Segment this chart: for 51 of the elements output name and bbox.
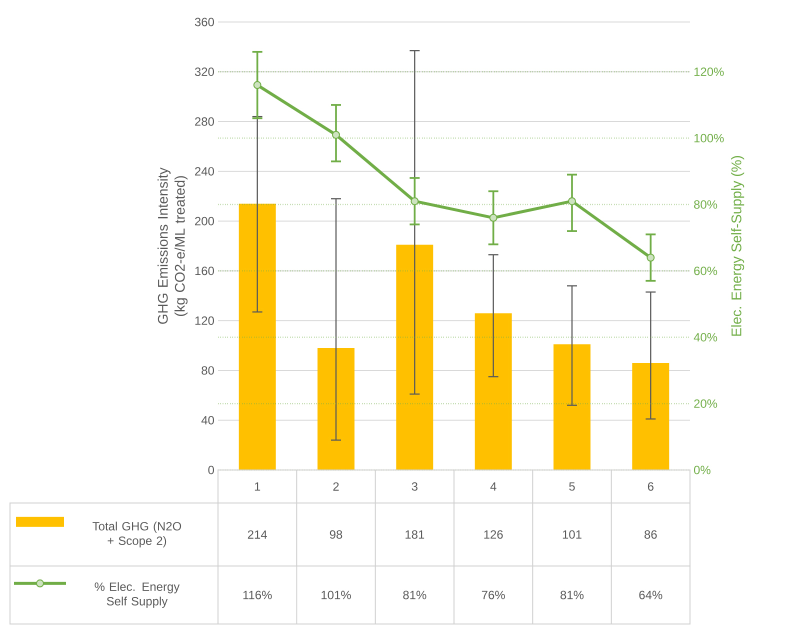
y-tick-label: 360 bbox=[194, 18, 214, 26]
y-tick-label: 40 bbox=[201, 416, 214, 425]
y2-axis-title: Elec. Energy Self-Supply (%) bbox=[731, 156, 744, 336]
point bbox=[253, 81, 262, 90]
y2-tick-label: 80% bbox=[694, 200, 718, 210]
data-label: 81% bbox=[560, 591, 584, 600]
x-tick-label: 5 bbox=[569, 482, 575, 491]
point bbox=[646, 254, 655, 262]
y-tick-label: 160 bbox=[195, 266, 214, 276]
bar bbox=[554, 344, 590, 470]
y-tick-label: 200 bbox=[195, 217, 214, 226]
data-label: 81% bbox=[403, 591, 426, 600]
x-tick-label: 1 bbox=[254, 482, 260, 491]
bar bbox=[238, 204, 276, 470]
y-tick-label: 80 bbox=[202, 366, 214, 375]
data-label: 101 bbox=[562, 530, 582, 539]
data-label: 76% bbox=[482, 591, 505, 600]
bar bbox=[318, 348, 354, 470]
point bbox=[489, 214, 498, 222]
data-label: 64% bbox=[639, 591, 662, 600]
data-label: 98 bbox=[330, 530, 342, 539]
x-tick-label: 3 bbox=[412, 482, 418, 491]
x-tick-label: 6 bbox=[648, 482, 654, 491]
y2-tick-label: 40% bbox=[694, 333, 718, 342]
bar bbox=[396, 245, 434, 470]
y2-tick-label: 0% bbox=[694, 466, 710, 474]
y-tick-label: 0 bbox=[208, 466, 214, 474]
y-tick-label: 240 bbox=[195, 167, 214, 176]
data-label: 181 bbox=[406, 530, 424, 539]
legend-label: Total GHG (N2O + Scope 2) bbox=[92, 522, 182, 548]
point bbox=[410, 197, 419, 206]
y2-tick-label: 100% bbox=[694, 134, 724, 143]
data-label: 126 bbox=[484, 530, 503, 539]
y-axis-title: GHG Emissions Intensity (kg CO2-e/ML treated) bbox=[158, 168, 188, 324]
bar bbox=[632, 363, 670, 470]
y-tick-label: 120 bbox=[195, 316, 214, 326]
point bbox=[568, 197, 576, 206]
data-label: 116% bbox=[243, 591, 272, 600]
bar bbox=[474, 313, 512, 470]
y-tick-label: 280 bbox=[195, 118, 214, 126]
data-label: 101% bbox=[322, 591, 351, 600]
data-label: 214 bbox=[248, 530, 267, 539]
legend-label: % Elec. Energy Self Supply bbox=[94, 582, 180, 608]
point bbox=[332, 131, 340, 140]
y2-tick-label: 20% bbox=[694, 400, 718, 408]
x-tick-label: 4 bbox=[490, 482, 496, 491]
y2-tick-label: 60% bbox=[694, 266, 718, 276]
y2-tick-label: 120% bbox=[694, 68, 724, 76]
y-tick-label: 320 bbox=[194, 68, 214, 76]
x-tick-label: 2 bbox=[333, 482, 339, 491]
data-label: 86 bbox=[644, 530, 657, 539]
